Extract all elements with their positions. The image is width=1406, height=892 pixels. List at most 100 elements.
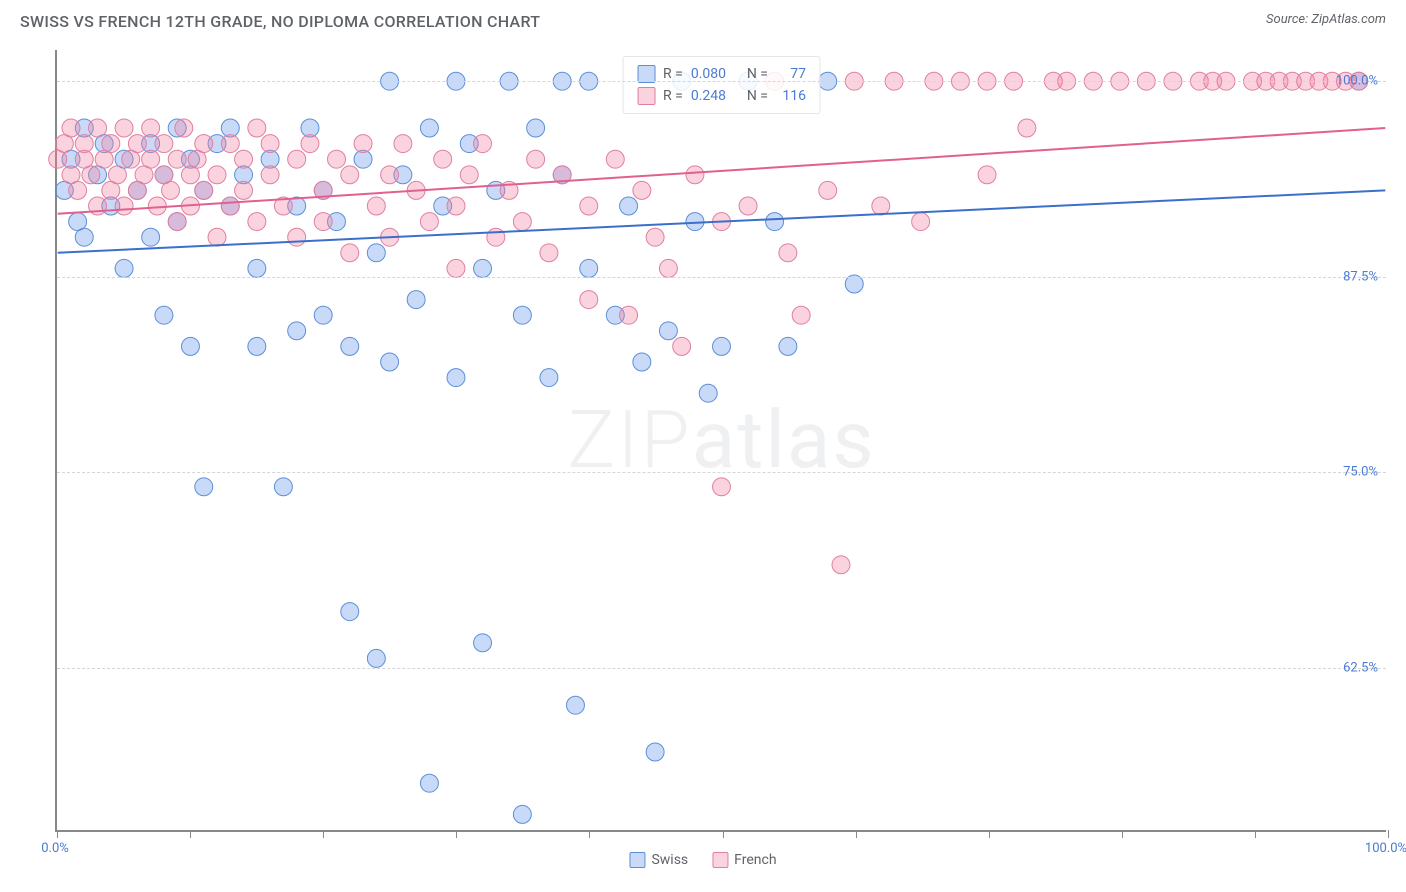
data-point xyxy=(699,384,717,402)
data-point xyxy=(248,213,266,231)
data-point xyxy=(779,337,797,355)
data-point xyxy=(367,197,385,215)
y-tick-label: 62.5% xyxy=(1343,660,1378,675)
data-point xyxy=(633,353,651,371)
data-point xyxy=(69,181,87,199)
legend-label: Swiss xyxy=(651,852,688,868)
gridline xyxy=(57,668,1386,669)
data-point xyxy=(248,337,266,355)
legend-label: French xyxy=(734,852,776,868)
data-point xyxy=(580,197,598,215)
data-point xyxy=(460,166,478,184)
data-point xyxy=(175,119,193,137)
data-point xyxy=(978,166,996,184)
data-point xyxy=(713,478,731,496)
x-tick xyxy=(190,830,191,838)
scatter-svg xyxy=(57,50,1386,830)
data-point xyxy=(115,119,133,137)
data-point xyxy=(195,135,213,153)
data-point xyxy=(341,166,359,184)
data-point xyxy=(659,259,677,277)
data-point xyxy=(686,166,704,184)
x-tick xyxy=(856,830,857,838)
trend-line xyxy=(58,128,1386,214)
source-label: Source: ZipAtlas.com xyxy=(1266,12,1386,27)
data-point xyxy=(646,743,664,761)
x-tick-min: 0.0% xyxy=(41,841,69,856)
data-point xyxy=(261,166,279,184)
chart-title: SWISS VS FRENCH 12TH GRADE, NO DIPLOMA C… xyxy=(20,12,540,31)
data-point xyxy=(527,119,545,137)
data-point xyxy=(341,337,359,355)
data-point xyxy=(513,805,531,823)
data-point xyxy=(819,181,837,199)
data-point xyxy=(713,337,731,355)
data-point xyxy=(474,135,492,153)
legend-swatch xyxy=(637,87,655,105)
plot-region: ZIPatlas R =0.080N =77R =0.248N =116 62.… xyxy=(55,50,1386,832)
data-point xyxy=(434,150,452,168)
data-point xyxy=(75,135,93,153)
legend-n-label: N = xyxy=(747,88,768,104)
data-point xyxy=(779,244,797,262)
x-tick xyxy=(323,830,324,838)
data-point xyxy=(620,306,638,324)
data-point xyxy=(208,166,226,184)
x-tick xyxy=(723,830,724,838)
data-point xyxy=(208,228,226,246)
data-point xyxy=(447,197,465,215)
data-point xyxy=(115,259,133,277)
data-point xyxy=(633,181,651,199)
data-point xyxy=(221,135,239,153)
legend-item: Swiss xyxy=(629,852,688,868)
legend-r-value: 0.248 xyxy=(691,88,739,104)
legend-item: French xyxy=(712,852,776,868)
x-tick-max: 100.0% xyxy=(1365,841,1406,856)
data-point xyxy=(566,696,584,714)
data-point xyxy=(221,197,239,215)
data-point xyxy=(367,649,385,667)
data-point xyxy=(513,306,531,324)
data-point xyxy=(155,306,173,324)
data-point xyxy=(341,244,359,262)
data-point xyxy=(766,213,784,231)
data-point xyxy=(646,228,664,246)
data-point xyxy=(367,244,385,262)
data-point xyxy=(659,322,677,340)
data-point xyxy=(288,150,306,168)
data-point xyxy=(513,213,531,231)
x-tick xyxy=(989,830,990,838)
data-point xyxy=(288,322,306,340)
data-point xyxy=(195,478,213,496)
data-point xyxy=(288,228,306,246)
legend-n-value: 116 xyxy=(776,88,806,104)
data-point xyxy=(89,119,107,137)
data-point xyxy=(912,213,930,231)
legend-swatch xyxy=(712,852,728,868)
data-point xyxy=(792,306,810,324)
legend-r-value: 0.080 xyxy=(691,66,739,82)
data-point xyxy=(474,259,492,277)
y-tick-label: 75.0% xyxy=(1343,465,1378,480)
legend-n-value: 77 xyxy=(776,66,806,82)
data-point xyxy=(142,150,160,168)
data-point xyxy=(328,150,346,168)
data-point xyxy=(248,259,266,277)
data-point xyxy=(420,213,438,231)
legend-row: R =0.248N =116 xyxy=(637,85,806,107)
data-point xyxy=(420,119,438,137)
x-tick xyxy=(589,830,590,838)
data-point xyxy=(314,213,332,231)
x-tick xyxy=(1122,830,1123,838)
data-point xyxy=(235,150,253,168)
chart-header: SWISS VS FRENCH 12TH GRADE, NO DIPLOMA C… xyxy=(0,0,1406,39)
data-point xyxy=(235,181,253,199)
data-point xyxy=(832,556,850,574)
data-point xyxy=(162,181,180,199)
data-point xyxy=(580,291,598,309)
data-point xyxy=(314,306,332,324)
x-tick xyxy=(57,830,58,838)
x-tick xyxy=(1388,830,1389,838)
data-point xyxy=(1018,119,1036,137)
data-point xyxy=(82,166,100,184)
